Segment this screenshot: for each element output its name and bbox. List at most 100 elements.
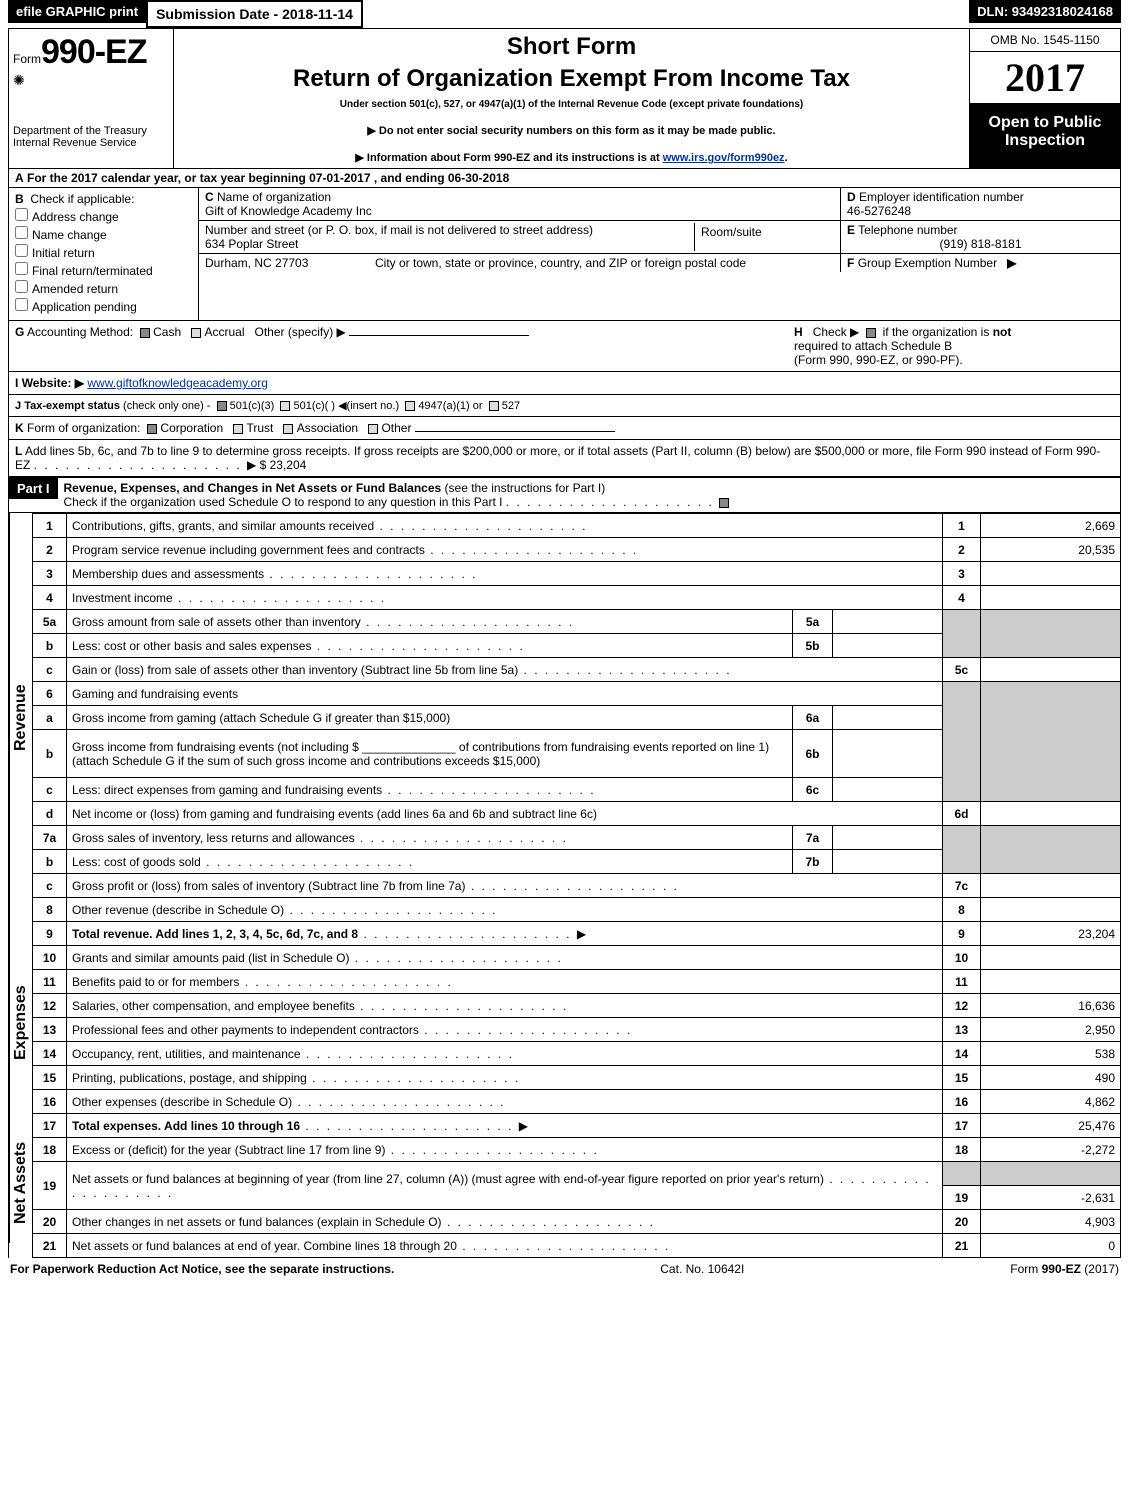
table-row: 17Total expenses. Add lines 10 through 1… <box>33 1114 1121 1138</box>
table-row: 12Salaries, other compensation, and empl… <box>33 994 1121 1018</box>
line-num: 1 <box>33 514 67 538</box>
phone-box: E Telephone number (919) 818-8181 <box>840 221 1120 254</box>
chk-4947[interactable] <box>405 401 415 411</box>
check-if-label: Check if applicable: <box>30 192 134 206</box>
chk-501c[interactable] <box>280 401 290 411</box>
under-section-note: Under section 501(c), 527, or 4947(a)(1)… <box>180 99 963 110</box>
chk-name-change-box[interactable] <box>15 226 28 239</box>
section-g: G Accounting Method: Cash Accrual Other … <box>15 325 529 367</box>
header-right: OMB No. 1545-1150 2017 Open to Public In… <box>970 29 1120 168</box>
header-left: Form 990-EZ ✺ Department of the Treasury… <box>9 29 174 168</box>
opt-corp: Corporation <box>160 421 223 435</box>
form-num: 990-EZ <box>41 33 147 72</box>
chk-address-change[interactable]: Address change <box>15 208 192 224</box>
table-row: 7aGross sales of inventory, less returns… <box>33 826 1121 850</box>
chk-name-change[interactable]: Name change <box>15 226 192 242</box>
opt-other-org: Other <box>381 421 411 435</box>
line-rnum: 1 <box>943 514 981 538</box>
j-sub: (check only one) - <box>123 400 210 412</box>
chk-501c3[interactable] <box>217 401 227 411</box>
dept-line1: Department of the Treasury <box>13 125 147 137</box>
chk-cash[interactable] <box>140 328 150 338</box>
lines-table: 1Contributions, gifts, grants, and simil… <box>32 513 1121 1258</box>
chk-app-pending[interactable]: Application pending <box>15 298 192 314</box>
h-text4: (Form 990, 990-EZ, or 990-PF). <box>794 353 963 367</box>
table-row: 3Membership dues and assessments3 <box>33 562 1121 586</box>
section-j: J Tax-exempt status (check only one) - 5… <box>8 395 1121 417</box>
dept-treasury: Department of the Treasury Internal Reve… <box>13 125 169 149</box>
phone-label: Telephone number <box>858 223 957 237</box>
section-gh-row: G Accounting Method: Cash Accrual Other … <box>8 321 1121 372</box>
chk-accrual[interactable] <box>191 328 201 338</box>
label-d: D <box>847 190 856 204</box>
note-ssn: ▶ Do not enter social security numbers o… <box>180 124 963 137</box>
section-b: B Check if applicable: Address change Na… <box>9 188 199 320</box>
other-specify-line[interactable] <box>349 335 529 336</box>
h-text2: if the organization is <box>883 325 990 339</box>
label-i: I <box>15 376 18 390</box>
part1-title-text: Revenue, Expenses, and Changes in Net As… <box>64 481 442 495</box>
vlabel-expenses: Expenses <box>9 923 32 1123</box>
section-i: I Website: ▶ www.giftofknowledgeacademy.… <box>8 372 1121 395</box>
chk-app-pending-box[interactable] <box>15 298 28 311</box>
chk-address-change-box[interactable] <box>15 208 28 221</box>
website-label: Website: ▶ <box>22 376 84 390</box>
other-org-line[interactable] <box>415 431 615 432</box>
city-box: Durham, NC 27703 City or town, state or … <box>199 254 840 272</box>
chk-trust[interactable] <box>233 424 243 434</box>
form-word: Form <box>13 52 41 66</box>
section-h: H Check ▶ if the organization is not req… <box>794 325 1114 367</box>
table-row: 11Benefits paid to or for members11 <box>33 970 1121 994</box>
line-amt: 2,669 <box>981 514 1121 538</box>
part1-body: Revenue Expenses Net Assets 1Contributio… <box>8 513 1121 1258</box>
chk-527[interactable] <box>489 401 499 411</box>
short-form-title: Short Form <box>180 33 963 61</box>
opt-527: 527 <box>502 400 520 412</box>
h-text3: required to attach Schedule B <box>794 339 952 353</box>
opt-trust: Trust <box>246 421 273 435</box>
j-text: Tax-exempt status <box>24 400 120 412</box>
efile-print-label[interactable]: efile GRAPHIC print <box>8 0 146 23</box>
phone-value: (919) 818-8181 <box>847 237 1114 251</box>
opt-501c: 501(c)( ) ◀(insert no.) <box>293 400 399 412</box>
chk-other-org[interactable] <box>368 424 378 434</box>
table-row: 16Other expenses (describe in Schedule O… <box>33 1090 1121 1114</box>
label-c: C <box>205 190 214 204</box>
table-row: 6Gaming and fundraising events <box>33 682 1121 706</box>
submission-date-box: Submission Date - 2018-11-14 <box>146 0 363 28</box>
table-row: 10Grants and similar amounts paid (list … <box>33 946 1121 970</box>
table-row: 9Total revenue. Add lines 1, 2, 3, 4, 5c… <box>33 922 1121 946</box>
chk-schedule-b[interactable] <box>866 328 876 338</box>
info-link[interactable]: www.irs.gov/form990ez <box>663 152 785 164</box>
note-info-post: . <box>785 152 788 164</box>
org-name-box: C Name of organization Gift of Knowledge… <box>199 188 840 221</box>
form-number: Form 990-EZ <box>13 33 169 72</box>
opt-4947: 4947(a)(1) or <box>418 400 482 412</box>
chk-amended[interactable]: Amended return <box>15 280 192 296</box>
section-def: D Employer identification number 46-5276… <box>840 188 1120 320</box>
street-box: Number and street (or P. O. box, if mail… <box>199 221 840 254</box>
vlabel-netassets: Net Assets <box>9 1123 32 1243</box>
chk-final-return-box[interactable] <box>15 262 28 275</box>
chk-amended-box[interactable] <box>15 280 28 293</box>
chk-schedule-o[interactable] <box>719 498 729 508</box>
part1-label: Part I <box>9 478 58 499</box>
table-row: 18Excess or (deficit) for the year (Subt… <box>33 1138 1121 1162</box>
l-amount: ▶ $ 23,204 <box>247 458 306 472</box>
section-l: L Add lines 5b, 6c, and 7b to line 9 to … <box>8 440 1121 477</box>
table-row: 21Net assets or fund balances at end of … <box>33 1234 1121 1258</box>
chk-initial-return[interactable]: Initial return <box>15 244 192 260</box>
chk-initial-return-box[interactable] <box>15 244 28 257</box>
website-link[interactable]: www.giftofknowledgeacademy.org <box>87 376 268 390</box>
chk-final-return[interactable]: Final return/terminated <box>15 262 192 278</box>
header-mid: Short Form Return of Organization Exempt… <box>174 29 970 168</box>
chk-corp[interactable] <box>147 424 157 434</box>
note-info-pre: ▶ Information about Form 990-EZ and its … <box>355 152 662 164</box>
street-value: 634 Poplar Street <box>205 237 298 251</box>
table-row: 8Other revenue (describe in Schedule O)8 <box>33 898 1121 922</box>
chk-assoc[interactable] <box>283 424 293 434</box>
city-label: City or town, state or province, country… <box>375 256 746 270</box>
room-label: Room/suite <box>701 225 762 239</box>
ein-box: D Employer identification number 46-5276… <box>840 188 1120 221</box>
table-row: 4Investment income4 <box>33 586 1121 610</box>
